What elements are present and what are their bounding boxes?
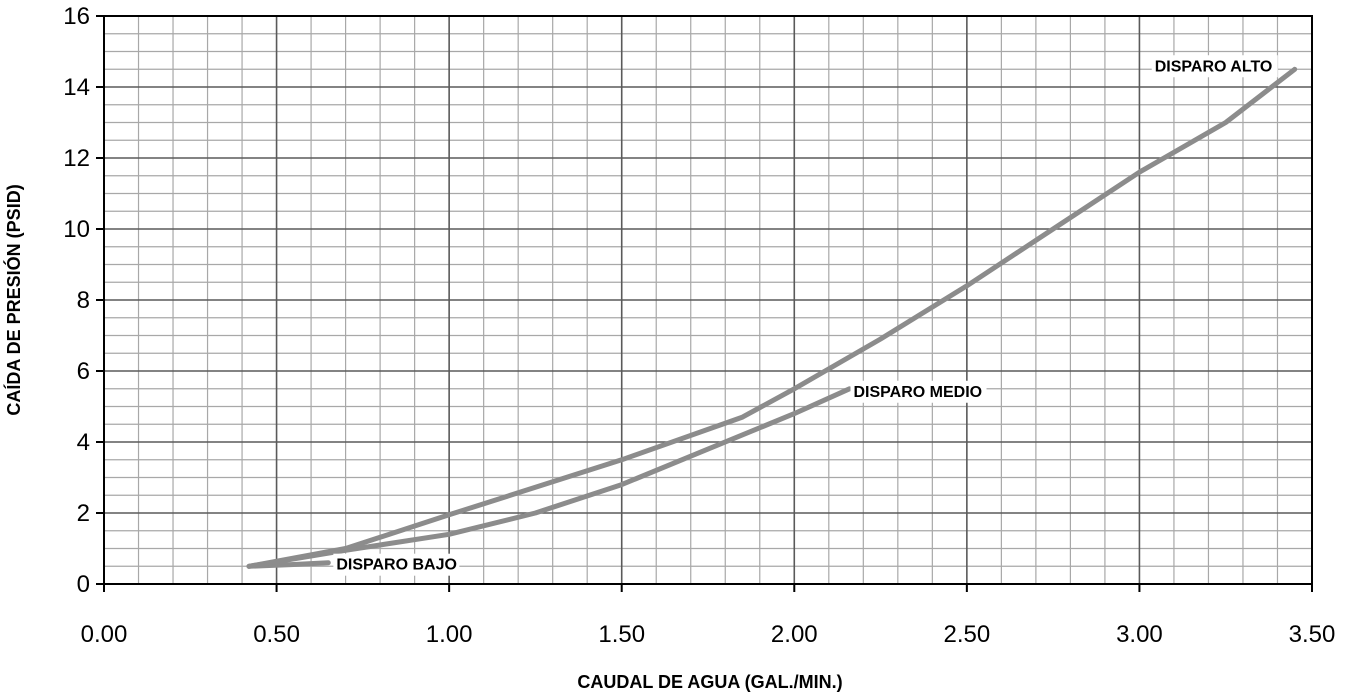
- x-tick-label: 0.00: [81, 621, 128, 648]
- x-tick-label: 0.50: [253, 621, 300, 648]
- series-label-2: DISPARO MEDIO: [854, 384, 983, 401]
- series-label-bg: [850, 380, 987, 403]
- x-tick-label: 1.00: [426, 621, 473, 648]
- y-tick-label: 4: [77, 429, 90, 456]
- y-tick-label: 2: [77, 500, 90, 527]
- x-axis-ticks: 0.00 0.50 1.00 1.50 2.00 2.50 3.00 3.50: [81, 584, 1336, 648]
- y-tick-label: 12: [63, 145, 90, 172]
- x-tick-label: 2.00: [771, 621, 818, 648]
- series-label-bg: [1151, 55, 1278, 78]
- series-line-2: [246, 386, 852, 569]
- y-tick-label: 10: [63, 216, 90, 243]
- y-tick-label: 14: [63, 74, 90, 101]
- x-axis-title: CAUDAL DE AGUA (GAL./MIN.): [577, 672, 842, 692]
- y-tick-label: 8: [77, 287, 90, 314]
- x-tick-label: 3.50: [1289, 621, 1336, 648]
- y-axis-ticks: 0 2 4 6 8 10 12 14 16: [63, 3, 104, 598]
- series-labels: DISPARO BAJO DISPARO MEDIO DISPARO ALTO: [333, 55, 1278, 576]
- grid-major: [104, 16, 1312, 584]
- series-label-1: DISPARO BAJO: [336, 557, 457, 574]
- x-tick-label: 2.50: [943, 621, 990, 648]
- x-tick-label: 1.50: [598, 621, 645, 648]
- y-tick-label: 16: [63, 3, 90, 30]
- series-lines: [246, 66, 1298, 569]
- y-tick-label: 6: [77, 358, 90, 385]
- x-tick-label: 3.00: [1116, 621, 1163, 648]
- series-label-bg: [333, 553, 460, 576]
- series-label-3: DISPARO ALTO: [1155, 58, 1273, 75]
- y-tick-label: 0: [77, 571, 90, 598]
- series-line-3: [246, 66, 1298, 569]
- y-axis-title: CAÍDA DE PRESIÓN (PSID): [3, 184, 24, 415]
